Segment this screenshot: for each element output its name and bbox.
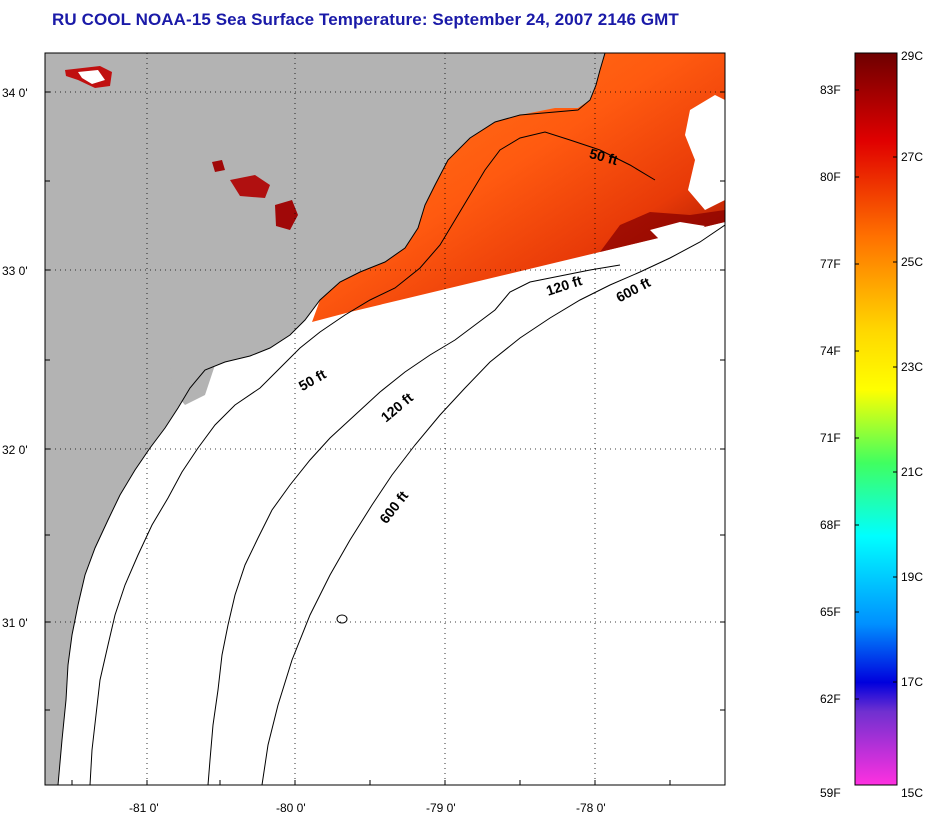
lake-patch-3 <box>212 160 225 172</box>
axis-ticks <box>45 91 725 785</box>
colorbar-f-77: 77F <box>820 257 841 271</box>
contour-label-upper-50: 50 ft <box>588 145 620 168</box>
lake-patch-1 <box>230 175 270 198</box>
map-title: RU COOL NOAA-15 Sea Surface Temperature:… <box>52 10 679 29</box>
cloud-patch-2 <box>650 222 705 240</box>
sst-warm-water <box>312 53 725 322</box>
land-island-1 <box>170 352 215 405</box>
colorbar-ticks <box>855 89 897 700</box>
colorbar-f-71: 71F <box>820 431 841 445</box>
colorbar-f-83: 83F <box>820 83 841 97</box>
contour-600ft <box>261 224 725 785</box>
colorbar-f-74: 74F <box>820 344 841 358</box>
colorbar-c-27: 27C <box>901 150 923 164</box>
colorbar-scale <box>854 52 898 786</box>
colorbar-c-19: 19C <box>901 570 923 584</box>
lon-label-81: -81 0' <box>129 801 159 815</box>
map-frame <box>44 52 726 786</box>
colorbar-f-68: 68F <box>820 518 841 532</box>
lake-white-4 <box>78 70 105 84</box>
colorbar-f-65: 65F <box>820 605 841 619</box>
lat-label-32: 32 0' <box>2 443 28 457</box>
contour-120ft <box>207 264 621 785</box>
colorbar-f-80: 80F <box>820 170 841 184</box>
colorbar-c-29: 29C <box>901 49 923 63</box>
colorbar: 83F 80F 77F 74F 71F 68F 65F 62F 59F 29C … <box>820 49 923 800</box>
map-panel: 50 ft 120 ft 600 ft 50 ft 120 ft 600 ft <box>45 53 725 785</box>
lon-label-80: -80 0' <box>276 801 306 815</box>
lat-label-31: 31 0' <box>2 616 28 630</box>
seamount-contour <box>336 614 348 624</box>
contour-50ft <box>89 131 656 785</box>
coastline <box>57 53 606 785</box>
colorbar-f-62: 62F <box>820 692 841 706</box>
land-mass <box>45 53 605 785</box>
lon-label-79: -79 0' <box>426 801 456 815</box>
colorbar-c-21: 21C <box>901 465 923 479</box>
colorbar-c-17: 17C <box>901 675 923 689</box>
cloud-patch <box>685 95 725 210</box>
colorbar-c-23: 23C <box>901 360 923 374</box>
colorbar-c-25: 25C <box>901 255 923 269</box>
colorbar-f-59: 59F <box>820 786 841 800</box>
lat-label-34: 34 0' <box>2 86 28 100</box>
lat-label-33: 33 0' <box>2 264 28 278</box>
grid-lines <box>45 53 725 785</box>
colorbar-c-15: 15C <box>901 786 923 800</box>
lake-patch-2 <box>275 200 298 230</box>
lon-label-78: -78 0' <box>576 801 606 815</box>
